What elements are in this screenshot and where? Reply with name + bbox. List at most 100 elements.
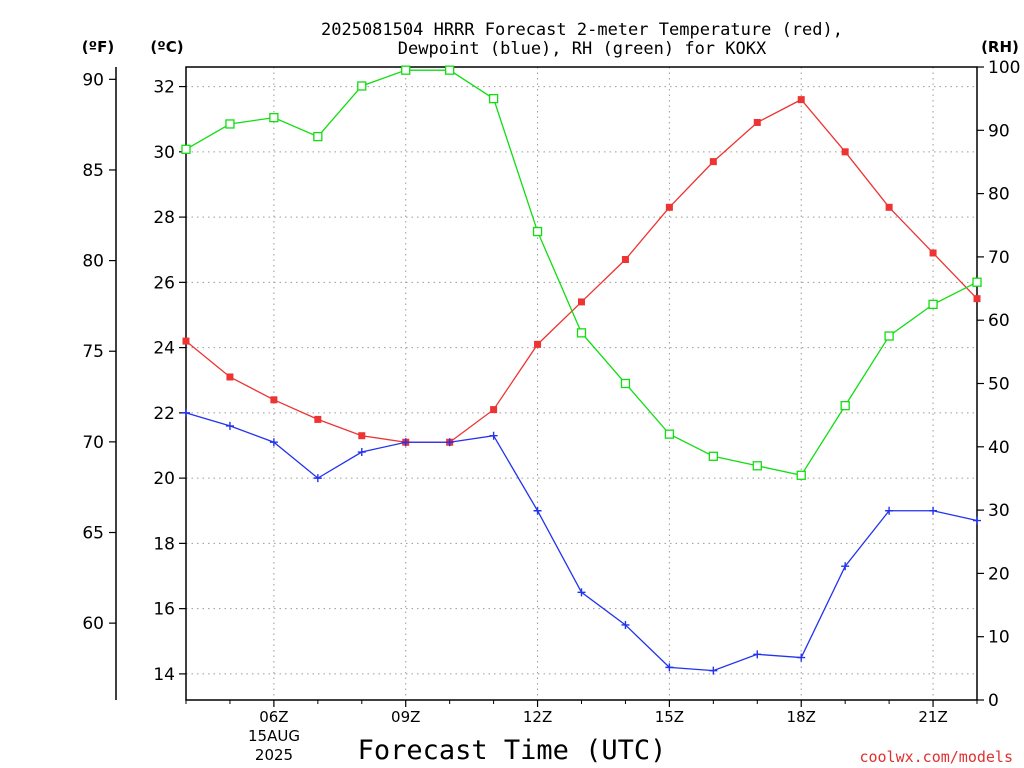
data-point [578,298,585,306]
data-point [270,396,278,404]
series-plus [182,408,981,675]
rh-tick-label: 30 [988,501,1010,521]
x-tick-label: 21Z [918,708,947,726]
rh-unit-label: (RH) [981,38,1019,56]
fahrenheit-tick-label: 70 [82,433,104,453]
x-tick-label: 18Z [787,708,816,726]
data-point [664,429,675,439]
rh-tick-label: 10 [988,628,1010,648]
data-point [973,516,981,525]
data-point [796,470,806,480]
data-point [488,94,499,104]
data-point [225,119,235,129]
data-point [929,249,937,257]
celsius-unit-label: (ºC) [150,38,183,56]
data-point [181,144,191,154]
grid-lines [186,67,977,700]
data-point [797,653,806,662]
data-point [620,378,631,389]
data-point [841,148,849,156]
fahrenheit-tick-label: 75 [82,342,104,362]
series-line [185,69,978,477]
data-point [972,277,982,287]
data-point [401,438,410,447]
data-point [797,96,805,104]
chart-title-line1: 2025081504 HRRR Forecast 2-meter Tempera… [321,20,843,40]
series-open-square [181,65,982,480]
data-point [357,81,367,91]
fahrenheit-tick-label: 80 [82,252,104,272]
celsius-tick-label: 18 [153,534,175,554]
data-point [534,340,542,348]
data-point [709,666,718,675]
rh-tick-label: 80 [988,185,1010,205]
data-point [621,256,629,264]
celsius-tick-label: 20 [153,469,175,489]
rh-tick-label: 0 [988,691,999,711]
data-point [225,421,234,430]
data-point [840,401,850,411]
data-point [401,65,411,75]
celsius-tick-label: 22 [153,404,175,424]
data-point [753,650,762,659]
data-point [708,451,718,461]
data-point [885,203,893,211]
data-point [533,506,542,515]
credit-text: coolwx.com/models [859,748,1013,766]
data-point [577,588,586,597]
data-point [313,131,323,142]
data-point [973,295,981,303]
data-point [665,663,674,672]
data-point [490,406,498,414]
data-point [929,506,938,515]
rh-tick-label: 40 [988,438,1010,458]
data-point [752,461,762,471]
celsius-tick-label: 14 [153,665,175,685]
data-point [226,373,234,381]
x-date-line1: 15AUG [248,727,300,745]
x-axis-label: Forecast Time (UTC) [358,735,667,766]
celsius-tick-label: 28 [153,208,175,228]
data-point [313,474,322,483]
data-point [357,448,366,457]
series-line [185,98,978,443]
celsius-tick-label: 16 [153,600,175,620]
celsius-axis: 14 16 18 20 22 24 26 28 30 32 [153,78,186,685]
data-point [269,438,278,447]
series-line [185,412,978,672]
data-point [314,415,322,423]
x-tick-label: 12Z [523,708,552,726]
celsius-tick-label: 32 [153,78,175,98]
data-point [928,299,938,310]
data-point [358,432,366,440]
fahrenheit-tick-label: 85 [82,161,104,181]
data-point [709,158,717,166]
celsius-tick-label: 26 [153,273,175,293]
x-axis: 06Z 09Z 12Z 15Z 18Z 21Z [185,700,978,726]
x-date-line2: 2025 [255,746,293,764]
data-point [182,337,190,345]
data-point [576,328,587,338]
data-point [445,65,455,75]
data-point [885,506,894,515]
series-filled-square [182,96,981,446]
plot-frame [185,66,978,701]
fahrenheit-tick-label: 60 [82,614,104,634]
rh-tick-label: 60 [988,311,1010,331]
rh-tick-label: 100 [988,58,1020,78]
data-point [621,620,630,629]
x-tick-label: 09Z [391,708,420,726]
fahrenheit-tick-label: 90 [82,70,104,90]
fahrenheit-axis: 60 65 70 75 80 85 90 [82,70,116,634]
rh-axis: 0 10 20 30 40 50 60 70 80 90 100 [977,58,1020,711]
rh-tick-label: 20 [988,564,1010,584]
rh-tick-label: 50 [988,375,1010,395]
series-layer [181,65,982,675]
data-point [665,203,673,211]
data-point [489,431,498,440]
data-point [753,118,761,126]
fahrenheit-tick-label: 65 [82,524,104,544]
fahrenheit-unit-label: (ºF) [82,38,114,56]
data-point [532,226,543,237]
